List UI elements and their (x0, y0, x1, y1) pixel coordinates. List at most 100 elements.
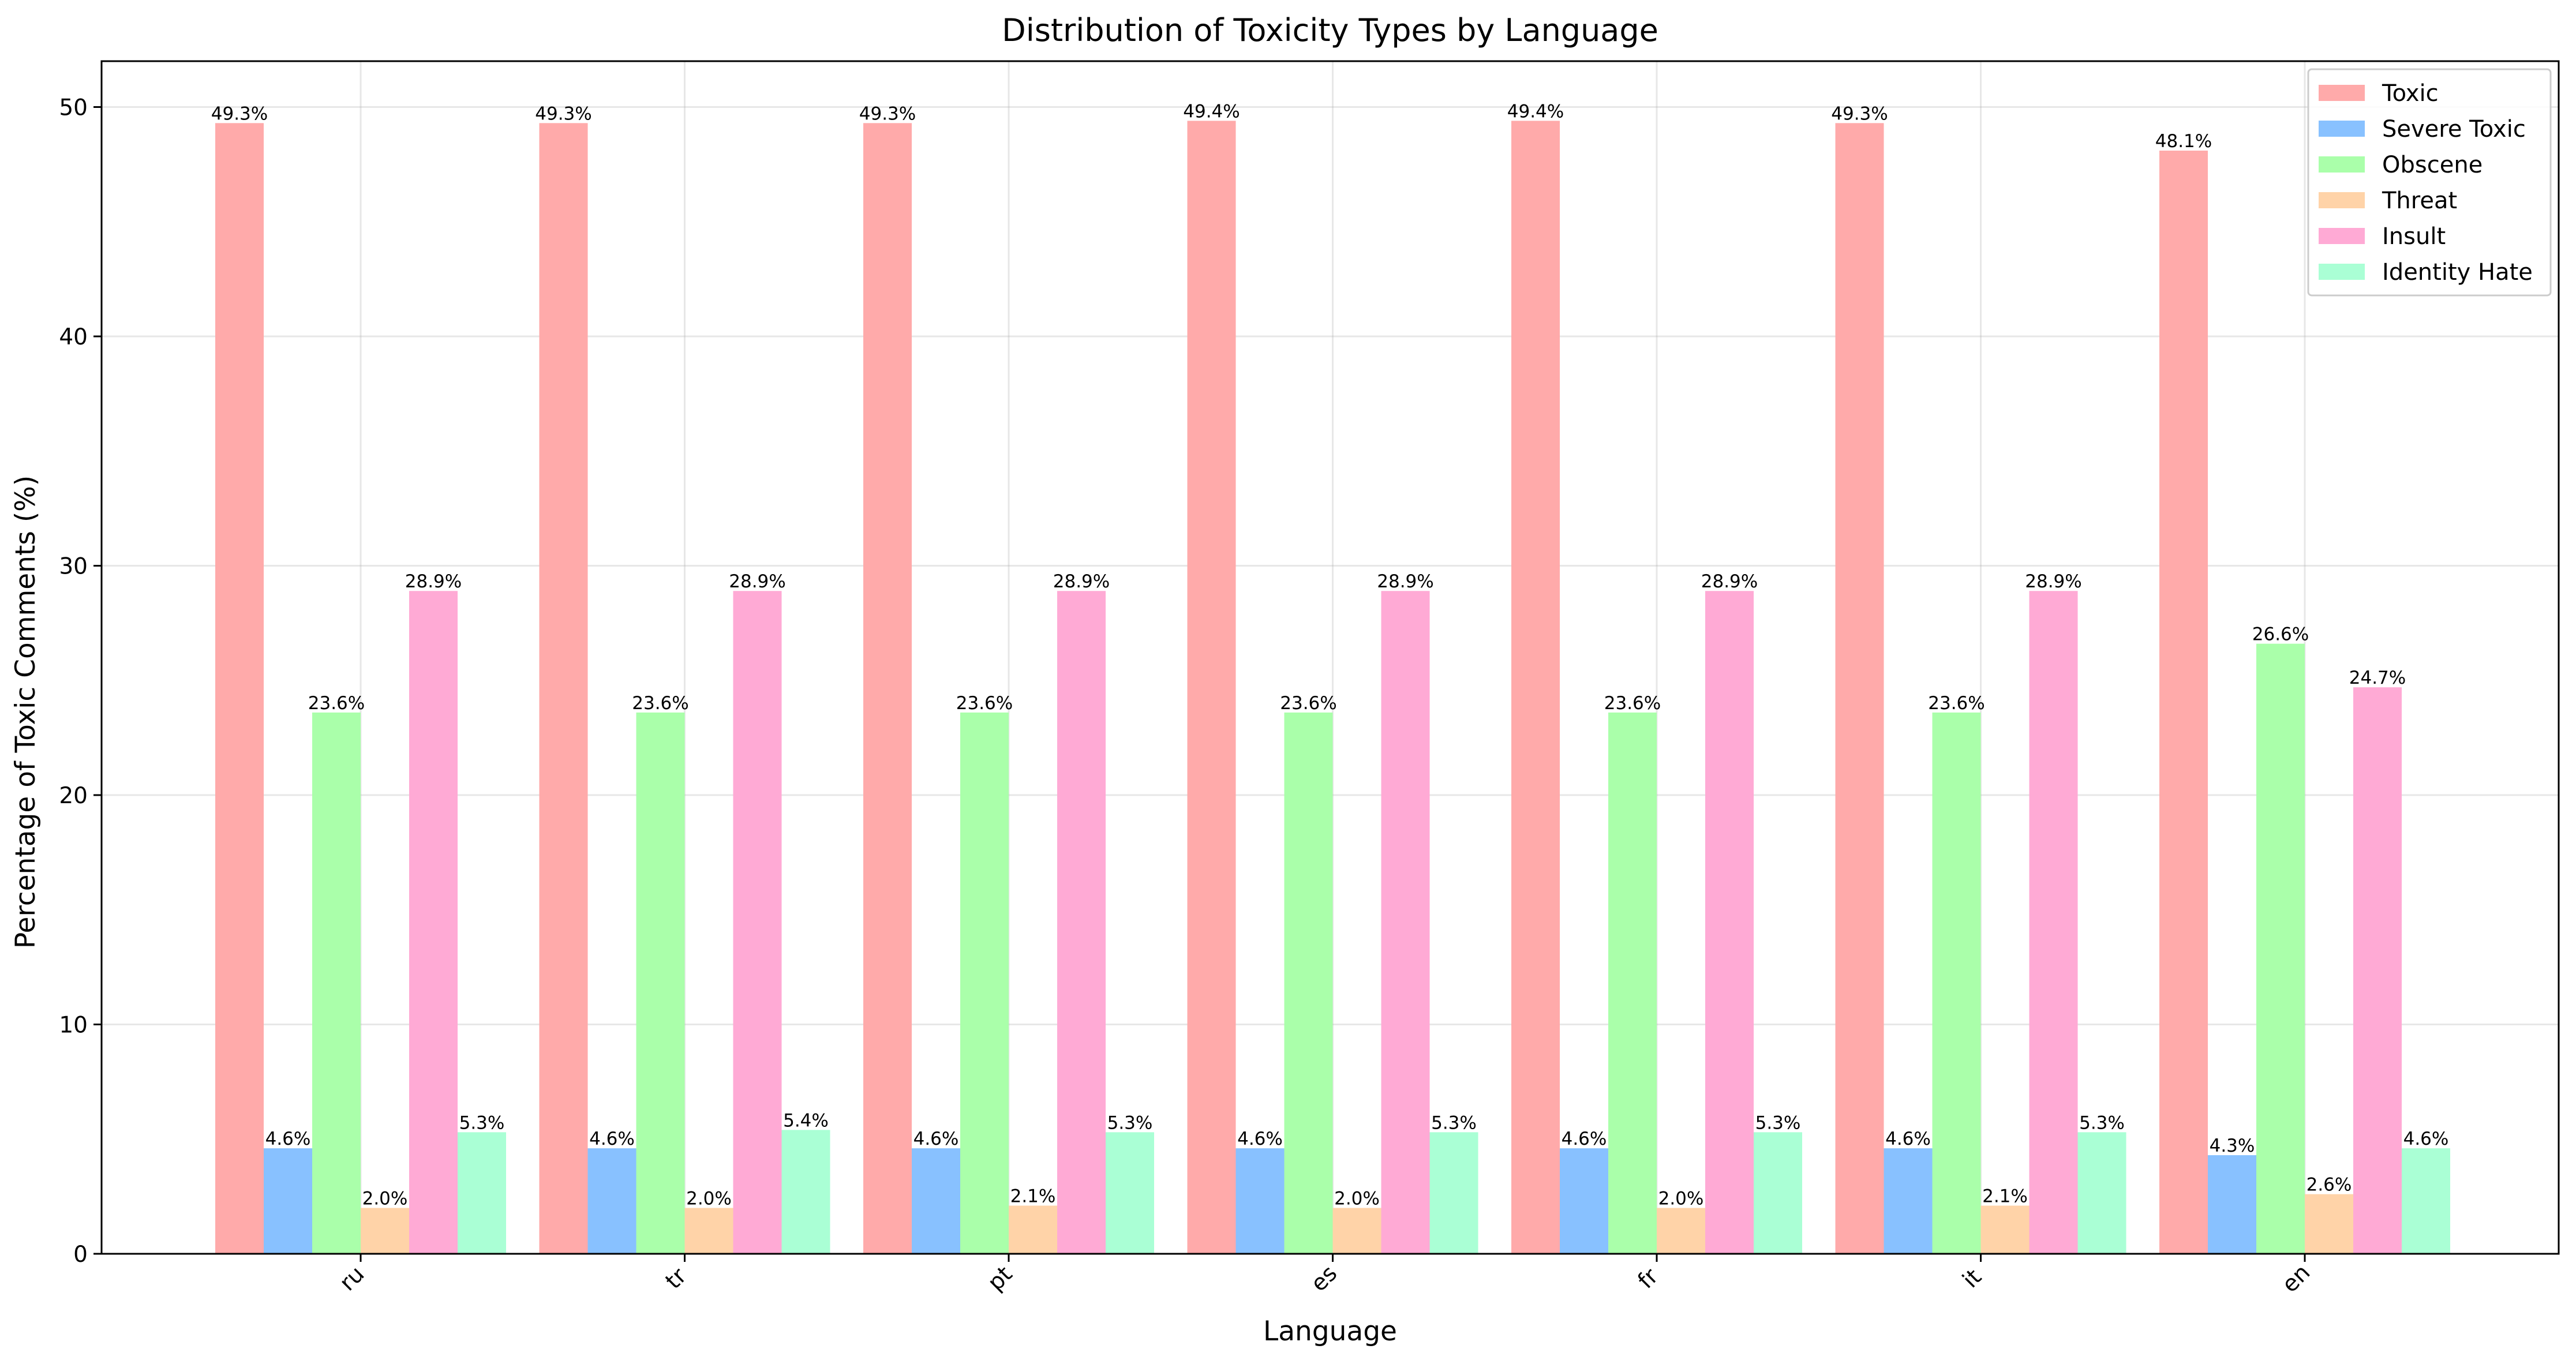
x-axis: ru tr pt es fr it en (335, 1254, 2315, 1298)
data-label: 4.6% (589, 1129, 635, 1149)
data-label: 28.9% (2025, 571, 2081, 592)
data-label: 49.4% (1183, 101, 1240, 122)
bar-insult-es (1381, 591, 1430, 1254)
bar-threat-it (1980, 1205, 2030, 1254)
data-label: 2.0% (686, 1189, 732, 1209)
data-label: 5.3% (459, 1112, 505, 1133)
chart-title: Distribution of Toxicity Types by Langua… (1002, 12, 1658, 48)
bar-threat-fr (1657, 1208, 1705, 1254)
data-label: 4.6% (1562, 1129, 1607, 1149)
bar-insult-pt (1057, 591, 1106, 1254)
data-label: 49.3% (859, 103, 916, 124)
data-label: 24.7% (2349, 668, 2406, 688)
data-label: 4.6% (1885, 1129, 1931, 1149)
bar-toxic-pt (863, 123, 912, 1254)
x-tick-label-ru: ru (335, 1261, 370, 1296)
bar-obscene-it (1932, 712, 1981, 1254)
data-label: 48.1% (2155, 131, 2212, 152)
x-tick-label-pt: pt (983, 1261, 1017, 1296)
bar-severe-toxic-ru (264, 1148, 312, 1254)
bar-threat-pt (1009, 1205, 1057, 1254)
data-label: 28.9% (1701, 571, 1758, 592)
legend-label-insult: Insult (2382, 223, 2446, 250)
bar-insult-tr (733, 591, 782, 1254)
data-label: 49.3% (211, 103, 268, 124)
bar-identity-hate-es (1429, 1132, 1478, 1254)
bar-obscene-es (1284, 712, 1333, 1254)
legend-label-identity-hate: Identity Hate (2382, 259, 2533, 286)
data-label: 2.1% (1010, 1186, 1056, 1207)
bar-threat-ru (361, 1208, 409, 1254)
bar-obscene-tr (636, 712, 685, 1254)
bar-toxic-fr (1511, 121, 1560, 1254)
data-label: 28.9% (405, 571, 462, 592)
bar-severe-toxic-pt (912, 1148, 960, 1254)
data-label: 23.6% (1280, 693, 1336, 714)
bar-toxic-ru (215, 123, 264, 1254)
legend-label-toxic: Toxic (2382, 80, 2439, 107)
y-tick-label: 20 (59, 783, 88, 809)
data-label: 28.9% (1377, 571, 1433, 592)
data-label: 4.6% (2403, 1129, 2449, 1149)
data-label: 2.0% (1658, 1189, 1704, 1209)
bar-severe-toxic-it (1884, 1148, 1933, 1254)
bar-insult-fr (1705, 591, 1754, 1254)
axes-frame (100, 60, 2560, 1255)
data-label: 5.3% (1755, 1112, 1801, 1133)
bar-obscene-pt (960, 712, 1009, 1254)
data-label: 23.6% (1604, 693, 1661, 714)
data-label: 23.6% (1928, 693, 1985, 714)
bar-threat-es (1332, 1208, 1381, 1254)
bar-identity-hate-ru (458, 1132, 506, 1254)
data-label: 4.3% (2210, 1136, 2255, 1156)
bar-identity-hate-it (2077, 1132, 2126, 1254)
bar-severe-toxic-en (2208, 1155, 2256, 1254)
x-tick-label-tr: tr (661, 1262, 692, 1294)
bar-obscene-fr (1608, 712, 1657, 1254)
bar-severe-toxic-fr (1560, 1148, 1608, 1254)
data-label: 28.9% (1053, 571, 1110, 592)
bar-severe-toxic-tr (587, 1148, 636, 1254)
y-axis: 0 10 20 30 40 50 (59, 95, 102, 1268)
data-label: 49.4% (1507, 101, 1564, 122)
data-label: 23.6% (956, 693, 1013, 714)
legend-swatch-severe-toxic (2319, 121, 2365, 137)
bar-toxic-tr (539, 123, 588, 1254)
legend-swatch-obscene (2319, 156, 2365, 173)
legend-label-obscene: Obscene (2382, 152, 2483, 178)
bars-layer (215, 121, 2450, 1254)
bar-toxic-es (1187, 121, 1236, 1254)
data-label: 5.4% (783, 1110, 829, 1131)
data-label: 5.3% (2079, 1112, 2125, 1133)
bar-identity-hate-tr (781, 1130, 830, 1254)
data-label: 4.6% (1237, 1129, 1283, 1149)
data-label: 2.0% (1334, 1189, 1380, 1209)
data-label: 2.6% (2307, 1175, 2352, 1196)
data-label: 23.6% (308, 693, 365, 714)
x-tick-label-fr: fr (1633, 1263, 1664, 1294)
data-label: 23.6% (632, 693, 688, 714)
bar-insult-en (2353, 687, 2402, 1254)
y-tick-label: 10 (59, 1013, 88, 1039)
y-axis-label: Percentage of Toxic Comments (%) (10, 475, 42, 949)
bar-obscene-ru (312, 712, 361, 1254)
legend-swatch-toxic (2319, 85, 2365, 101)
data-label: 2.0% (362, 1189, 408, 1209)
legend-swatch-insult (2319, 228, 2365, 244)
bar-severe-toxic-es (1235, 1148, 1285, 1254)
x-tick-label-en: en (2277, 1260, 2315, 1298)
bar-insult-it (2029, 591, 2078, 1254)
bar-insult-ru (409, 591, 458, 1254)
bar-obscene-en (2256, 643, 2305, 1254)
bar-threat-en (2305, 1194, 2353, 1254)
bar-toxic-en (2159, 151, 2208, 1254)
legend-swatch-identity-hate (2319, 264, 2365, 280)
legend-label-threat: Threat (2382, 188, 2457, 214)
data-label: 4.6% (913, 1129, 959, 1149)
y-tick-label: 30 (59, 554, 88, 580)
bar-identity-hate-fr (1754, 1132, 1802, 1254)
data-label: 49.3% (535, 103, 591, 124)
x-axis-label: Language (1263, 1316, 1397, 1347)
y-tick-label: 0 (73, 1242, 88, 1268)
